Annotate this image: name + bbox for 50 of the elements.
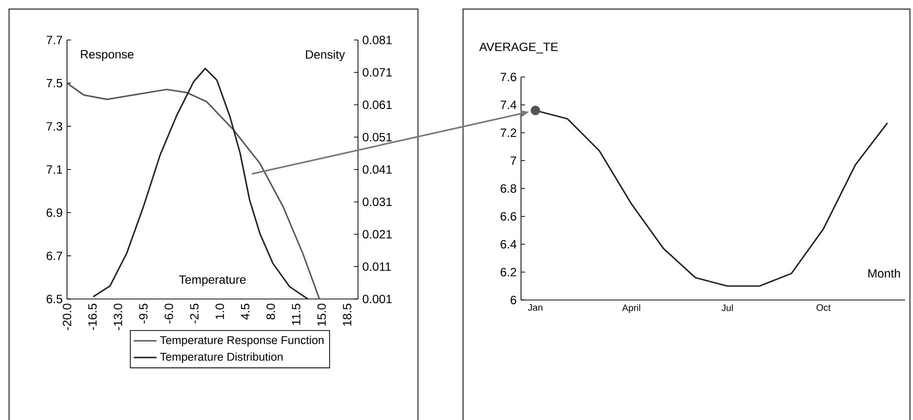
x-tick-label: -13.0 <box>114 304 122 330</box>
y-tick-label: 6.8 <box>500 184 516 193</box>
legend-label: Temperature Response Function <box>160 336 324 346</box>
y-tick-label: 6 <box>510 296 516 304</box>
x-tick-label: Oct <box>816 304 831 311</box>
x-tick-label: Jan <box>528 304 542 311</box>
x-tick-label: -9.5 <box>139 304 148 324</box>
x-tick-label: 8.0 <box>266 304 275 320</box>
y2-tick-label: 0.071 <box>362 68 392 77</box>
y-tick-label: 6.5 <box>46 294 62 304</box>
x-tick-label: -6.0 <box>164 304 174 324</box>
y2-tick-label: 0.061 <box>362 100 392 110</box>
x-tick-label: April <box>622 304 640 313</box>
y-tick-label: 6.6 <box>500 212 516 221</box>
y-tick-label: 7.3 <box>46 122 62 131</box>
x-axis-title: Month <box>868 268 900 278</box>
x-axis-title: Temperature <box>179 275 246 286</box>
x-tick-label: -16.5 <box>88 304 97 330</box>
y-axis-title: AVERAGE_TE <box>479 42 558 54</box>
y2-tick-label: 0.001 <box>362 294 392 304</box>
y2-tick-label: 0.081 <box>362 36 392 44</box>
y2-tick-label: 0.031 <box>362 198 392 206</box>
x-tick-label: 4.5 <box>241 304 250 320</box>
x-tick-label: 15.0 <box>317 304 326 326</box>
x-tick-label: 1.0 <box>216 304 224 320</box>
y-tick-label: 7.2 <box>500 128 516 137</box>
y2-tick-label: 0.051 <box>362 132 392 142</box>
y-tick-label: 6.2 <box>500 268 516 276</box>
x-tick-label: -2.5 <box>190 304 199 324</box>
y2-tick-label: 0.011 <box>362 262 391 271</box>
y-tick-label: 7 <box>510 156 516 165</box>
y2-tick-label: 0.041 <box>362 165 392 174</box>
y2-axis-title: Density <box>306 50 345 62</box>
legend-label: Temperature Distribution <box>160 352 283 364</box>
y-tick-label: 7.7 <box>46 36 62 44</box>
y-tick-label: 6.7 <box>46 252 62 260</box>
x-tick-label: Jul <box>722 304 733 312</box>
y-axis-title: Response <box>80 50 134 61</box>
y-tick-label: 7.5 <box>46 78 62 88</box>
line-series <box>92 68 309 299</box>
y-tick-label: 6.9 <box>46 208 62 217</box>
x-tick-label: 18.5 <box>342 304 352 326</box>
x-tick-label: 11.5 <box>292 304 300 325</box>
y-tick-label: 7.1 <box>46 165 62 174</box>
y-tick-label: 7.4 <box>500 100 516 109</box>
y2-tick-label: 0.021 <box>362 230 392 238</box>
y-tick-label: 6.4 <box>500 240 516 248</box>
line-series <box>67 82 320 299</box>
y-tick-label: 7.6 <box>500 72 516 82</box>
x-tick-label: -20.0 <box>62 304 72 330</box>
